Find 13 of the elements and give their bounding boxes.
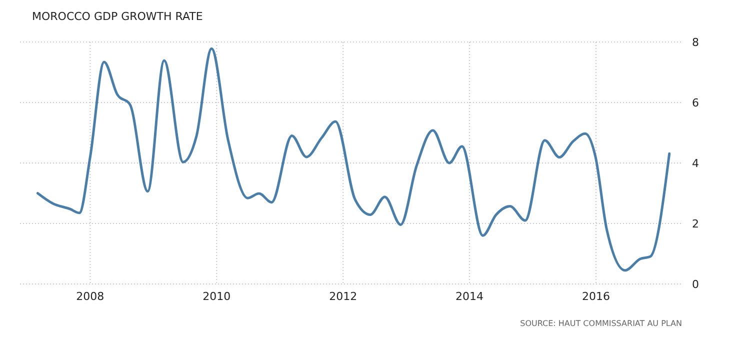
y-tick-label: 4 (692, 156, 699, 170)
x-tick-label: 2014 (456, 290, 484, 303)
x-tick-label: 2008 (76, 290, 104, 303)
y-tick-label: 8 (692, 36, 699, 49)
line-series (36, 47, 671, 272)
y-tick-label: 0 (692, 278, 699, 291)
x-tick-label: 2016 (582, 290, 610, 303)
y-tick-label: 6 (692, 96, 699, 110)
y-tick-label: 2 (692, 217, 699, 230)
x-tick-label: 2010 (202, 290, 231, 303)
chart-title: MOROCCO GDP GROWTH RATE (32, 10, 203, 23)
source-note: SOURCE: HAUT COMMISSARIAT AU PLAN (520, 319, 682, 328)
x-tick-label: 2012 (329, 290, 358, 303)
